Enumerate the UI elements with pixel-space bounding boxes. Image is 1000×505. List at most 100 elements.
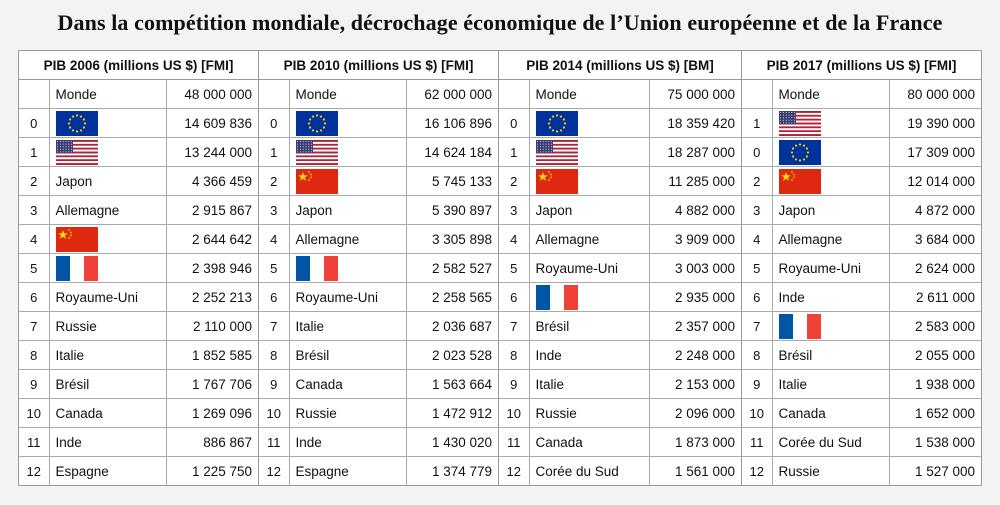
rank-cell: 2: [259, 166, 290, 196]
rank-cell: 7: [259, 311, 290, 341]
table-row: 9 Italie 1 938 000: [742, 369, 981, 399]
gdp-value-cell: 4 366 459: [166, 166, 258, 196]
table-row: 3 Japon 4 872 000: [742, 195, 981, 225]
rank-cell: 4: [499, 224, 530, 254]
table-row: 0 17 309 000: [742, 137, 981, 167]
rank-cell: 7: [499, 311, 530, 341]
gdp-value-cell: 14 624 184: [406, 137, 498, 167]
table-row: 7 Italie 2 036 687: [259, 311, 498, 341]
rank-cell: 1: [742, 108, 773, 138]
gdp-value-cell: 16 106 896: [406, 108, 498, 138]
gdp-value-cell: 1 852 585: [166, 340, 258, 370]
rank-cell: 0: [259, 108, 290, 138]
gdp-value-cell: 75 000 000: [649, 79, 741, 109]
table-header: PIB 2017 (millions US $) [FMI]: [742, 51, 981, 80]
gdp-value-cell: 1 938 000: [889, 369, 981, 399]
rank-cell: 12: [499, 456, 530, 485]
country-cell: Russie: [772, 456, 890, 485]
country-cell: Italie: [772, 369, 890, 399]
gdp-value-cell: 2 398 946: [166, 253, 258, 283]
table-row: 1 13 244 000: [19, 137, 258, 167]
gdp-value-cell: 1 538 000: [889, 427, 981, 457]
france-flag-icon: [295, 255, 338, 281]
gdp-value-cell: 1 561 000: [674, 463, 735, 479]
table-row: 11 Inde 886 867: [19, 427, 258, 457]
rank-cell: 12: [19, 456, 50, 485]
rank-cell: 6: [259, 282, 290, 312]
country-cell: [289, 108, 407, 138]
france-flag-icon: [535, 284, 578, 310]
france-flag-icon: [778, 313, 821, 339]
country-cell: [772, 137, 890, 167]
rank-cell: [259, 79, 290, 109]
country-cell: Japon: [529, 195, 650, 225]
rank-cell: 5: [19, 253, 50, 283]
gdp-value-cell: 1 225 750: [191, 463, 252, 479]
table-row: 7 2 583 000: [742, 311, 981, 341]
us-flag-icon: [778, 110, 821, 136]
table-row: 9 Italie 2 153 000: [499, 369, 741, 399]
table-row: 1 18 287 000: [499, 137, 741, 167]
table-row: 7 Russie 2 110 000: [19, 311, 258, 341]
gdp-value-cell: 3 305 898: [406, 224, 498, 254]
table-row: 9 Brésil 1 767 706: [19, 369, 258, 399]
rank-cell: 3: [499, 195, 530, 225]
country-cell: Canada: [529, 427, 650, 457]
table-row: 3 Japon 4 882 000: [499, 195, 741, 225]
rank-cell: 7: [742, 311, 773, 341]
gdp-value-cell: 4 882 000: [649, 195, 741, 225]
table-row: 8 Brésil 2 055 000: [742, 340, 981, 370]
gdp-table: PIB 2010 (millions US $) [FMI] Monde 62 00…: [259, 51, 498, 485]
table-row: 3 Allemagne 2 915 867: [19, 195, 258, 225]
rank-cell: 7: [19, 311, 50, 341]
rank-cell: 9: [742, 369, 773, 399]
table-row: 12 Russie 1 527 000: [742, 456, 981, 485]
rank-cell: 1: [499, 137, 530, 167]
country-cell: [772, 108, 890, 138]
country-cell: Espagne: [289, 456, 407, 485]
rank-cell: 6: [742, 282, 773, 312]
country-cell: Royaume-Uni: [772, 253, 890, 283]
rank-cell: 3: [259, 195, 290, 225]
rank-cell: 5: [259, 253, 290, 283]
table-row: 12 Espagne 1 225 750: [19, 456, 258, 485]
rank-cell: 2: [742, 166, 773, 196]
rank-cell: 4: [19, 224, 50, 254]
rank-cell: 0: [499, 108, 530, 138]
table-row: 10 Canada 1 652 000: [742, 398, 981, 428]
country-cell: Allemagne: [49, 195, 167, 225]
table-row: 0 14 609 836: [19, 108, 258, 138]
rank-cell: 10: [499, 398, 530, 428]
country-cell: Brésil: [772, 340, 890, 370]
gdp-value-cell: 2 036 687: [406, 311, 498, 341]
table-row: 5 Royaume-Uni 2 624 000: [742, 253, 981, 283]
country-cell: [49, 137, 167, 167]
gdp-value-cell: 48 000 000: [166, 79, 258, 109]
gdp-value-cell: 2 357 000: [649, 311, 741, 341]
country-cell: Brésil: [529, 311, 650, 341]
rank-cell: 2: [19, 166, 50, 196]
table-row: 9 Canada 1 563 664: [259, 369, 498, 399]
country-cell: Canada: [289, 369, 407, 399]
country-cell: Corée du Sud: [529, 456, 650, 485]
rank-cell: 10: [259, 398, 290, 428]
country-cell: [529, 108, 650, 138]
table-row: 0 16 106 896: [259, 108, 498, 138]
table-row: 4 Allemagne 3 909 000: [499, 224, 741, 254]
rank-cell: 11: [19, 427, 50, 457]
gdp-value-cell: 12 014 000: [889, 166, 981, 196]
rank-cell: 5: [742, 253, 773, 283]
rank-cell: 6: [499, 282, 530, 312]
table-row: 12 Espagne 1 374 779: [259, 456, 498, 485]
rank-cell: 1: [19, 137, 50, 167]
gdp-value-cell: 1 563 664: [406, 369, 498, 399]
table-row: 0 18 359 420: [499, 108, 741, 138]
rank-cell: 11: [499, 427, 530, 457]
country-cell: Inde: [772, 282, 890, 312]
table-row: Monde 75 000 000: [499, 79, 741, 109]
gdp-value-cell: 1 269 096: [166, 398, 258, 428]
table-row: 1 19 390 000: [742, 108, 981, 138]
gdp-value-cell: 2 644 642: [166, 224, 258, 254]
gdp-value-cell: 1 873 000: [649, 427, 741, 457]
table-row: 2 Japon 4 366 459: [19, 166, 258, 196]
